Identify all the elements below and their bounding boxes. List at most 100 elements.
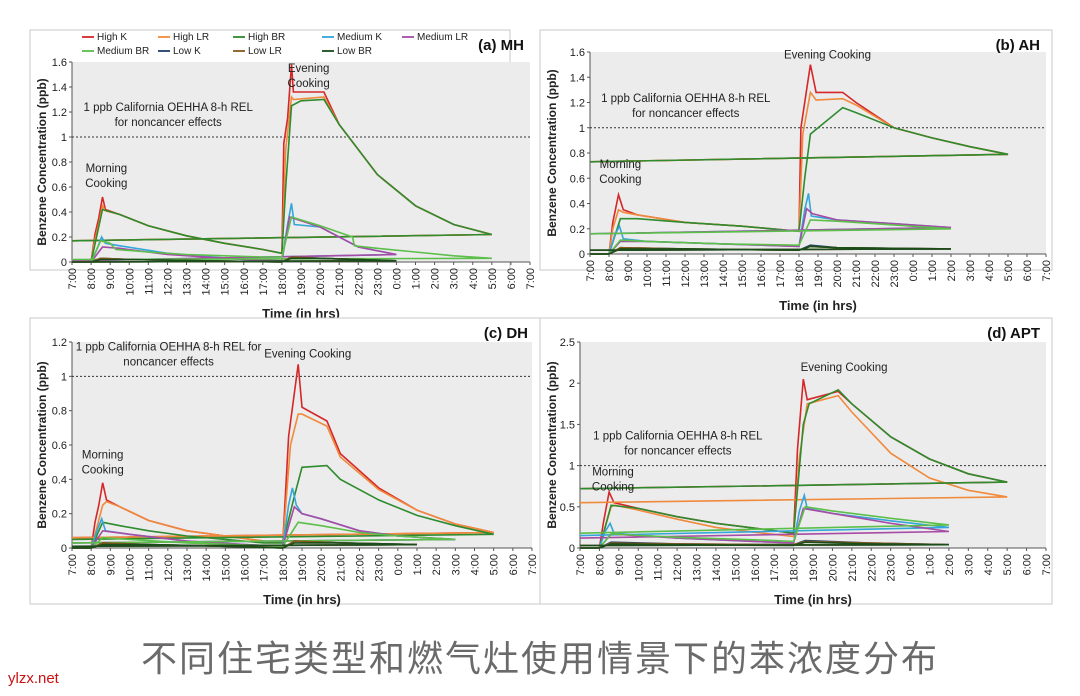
legend-label: High LR xyxy=(173,32,209,43)
x-tick-label: 22:00 xyxy=(355,554,367,582)
y-tick-label: 1 xyxy=(61,132,67,144)
y-tick-label: 0.8 xyxy=(52,406,67,418)
y-tick-label: 0.6 xyxy=(52,440,67,452)
x-tick-label: 4:00 xyxy=(983,554,995,575)
x-tick-label: 4:00 xyxy=(984,260,996,281)
x-tick-label: 13:00 xyxy=(699,260,711,288)
x-axis-label: Time (in hrs) xyxy=(779,298,857,313)
x-tick-label: 16:00 xyxy=(756,260,768,288)
y-tick-label: 1.2 xyxy=(570,98,585,110)
x-tick-label: 23:00 xyxy=(372,268,384,296)
y-tick-label: 0 xyxy=(61,543,67,555)
y-tick-label: 1.4 xyxy=(570,72,585,84)
x-tick-label: 10:00 xyxy=(642,260,654,288)
chart-panel-1: 0 0.2 0.4 0.6 0.8 1 1.2 1.4 1.6 7:00 8:00 9:00 10:00… xyxy=(29,29,537,321)
reference-label: for noncancer effects xyxy=(624,446,731,458)
series-line-medium-lr xyxy=(71,215,397,263)
series-line-high-br xyxy=(589,106,1009,255)
annotation-label: Evening Cooking xyxy=(801,362,888,374)
x-tick-label: 16:00 xyxy=(750,554,762,582)
x-tick-label: 16:00 xyxy=(239,268,251,296)
series-line-high-br xyxy=(579,388,1008,549)
x-tick-label: 9:00 xyxy=(623,260,635,281)
series-line-medium-br xyxy=(71,215,492,263)
legend-label: Low K xyxy=(173,46,201,57)
y-tick-label: 0.2 xyxy=(52,232,67,244)
x-tick-label: 8:00 xyxy=(594,554,606,575)
legend-label: Low BR xyxy=(337,46,372,57)
x-tick-label: 2:00 xyxy=(944,554,956,575)
x-tick-label: 8:00 xyxy=(86,554,98,575)
y-tick-label: 0.4 xyxy=(52,474,67,486)
x-tick-label: 14:00 xyxy=(201,268,213,296)
y-tick-label: 0.2 xyxy=(52,509,67,521)
x-tick-label: 1:00 xyxy=(925,554,937,575)
legend: High K High LR High BR Medium K Medium LR Med… xyxy=(82,32,468,57)
x-tick-label: 10:00 xyxy=(633,554,645,582)
x-tick-label: 16:00 xyxy=(240,554,252,582)
x-tick-label: 1:00 xyxy=(412,554,424,575)
x-tick-label: 18:00 xyxy=(789,554,801,582)
x-tick-label: 13:00 xyxy=(182,554,194,582)
y-tick-label: 2 xyxy=(569,378,575,390)
x-axis-label: Time (in hrs) xyxy=(774,592,852,607)
x-tick-label: 8:00 xyxy=(604,260,616,281)
annotation-label: Cooking xyxy=(599,174,641,186)
x-tick-label: 20:00 xyxy=(832,260,844,288)
y-tick-label: 2.5 xyxy=(560,337,575,349)
x-tick-label: 20:00 xyxy=(315,268,327,296)
y-axis-label: Benzene Concentration (ppb) xyxy=(35,78,49,245)
watermark: ylzx.net xyxy=(8,670,59,687)
y-tick-label: 0.8 xyxy=(570,148,585,160)
x-tick-label: 13:00 xyxy=(182,268,194,296)
x-tick-label: 7:00 xyxy=(527,554,539,575)
x-tick-label: 6:00 xyxy=(1022,260,1034,281)
x-tick-label: 22:00 xyxy=(870,260,882,288)
figure-panels: 0 0.2 0.4 0.6 0.8 1 1.2 1.4 1.6 7:00 8:00 9:00 10:00… xyxy=(29,29,1053,607)
x-tick-label: 17:00 xyxy=(775,260,787,288)
x-tick-label: 9:00 xyxy=(105,554,117,575)
x-tick-label: 1:00 xyxy=(411,268,423,289)
x-tick-label: 3:00 xyxy=(449,268,461,289)
annotation-label: Evening Cooking xyxy=(264,348,351,360)
y-tick-label: 1.2 xyxy=(52,107,67,119)
legend-label: Low LR xyxy=(248,46,282,57)
y-tick-label: 1.6 xyxy=(570,47,585,59)
x-tick-label: 18:00 xyxy=(278,554,290,582)
legend-label: Medium BR xyxy=(97,46,149,57)
chart-panel-4: 0 0.5 1 1.5 2 2.5 7:00 8:00 9:00 10:00 11:00 12:00 1… xyxy=(539,317,1053,607)
x-tick-label: 21:00 xyxy=(851,260,863,288)
x-tick-label: 12:00 xyxy=(672,554,684,582)
annotation-label: Cooking xyxy=(82,465,124,477)
y-tick-label: 1 xyxy=(61,371,67,383)
x-tick-label: 11:00 xyxy=(144,554,156,581)
x-tick-label: 2:00 xyxy=(430,268,442,289)
reference-label: 1 ppb California OEHHA 8-h REL for xyxy=(76,341,262,353)
x-tick-label: 6:00 xyxy=(1022,554,1034,575)
x-tick-label: 19:00 xyxy=(808,554,820,582)
x-tick-label: 23:00 xyxy=(889,260,901,288)
series-line-low-br xyxy=(71,542,418,549)
y-tick-label: 0.6 xyxy=(52,182,67,194)
panel-title: (d) APT xyxy=(987,325,1040,342)
x-tick-label: 3:00 xyxy=(450,554,462,575)
x-tick-label: 19:00 xyxy=(297,554,309,582)
series-line-high-br xyxy=(71,464,494,549)
y-tick-label: 1.4 xyxy=(52,82,67,94)
x-tick-label: 9:00 xyxy=(105,268,117,289)
annotation-label: Morning xyxy=(82,450,124,462)
x-tick-label: 14:00 xyxy=(201,554,213,582)
y-tick-label: 0.2 xyxy=(570,224,585,236)
x-tick-label: 15:00 xyxy=(730,554,742,582)
x-tick-label: 3:00 xyxy=(963,554,975,575)
x-tick-label: 19:00 xyxy=(813,260,825,288)
series-line-high-br xyxy=(71,98,493,263)
y-tick-label: 1 xyxy=(579,123,585,135)
x-tick-label: 10:00 xyxy=(125,554,137,582)
reference-label: 1 ppb California OEHHA 8-h REL xyxy=(601,93,771,105)
y-tick-label: 0.8 xyxy=(52,157,67,169)
x-tick-label: 5:00 xyxy=(487,268,499,289)
x-axis-label: Time (in hrs) xyxy=(262,306,340,321)
x-tick-label: 14:00 xyxy=(711,554,723,582)
x-tick-label: 21:00 xyxy=(334,268,346,296)
